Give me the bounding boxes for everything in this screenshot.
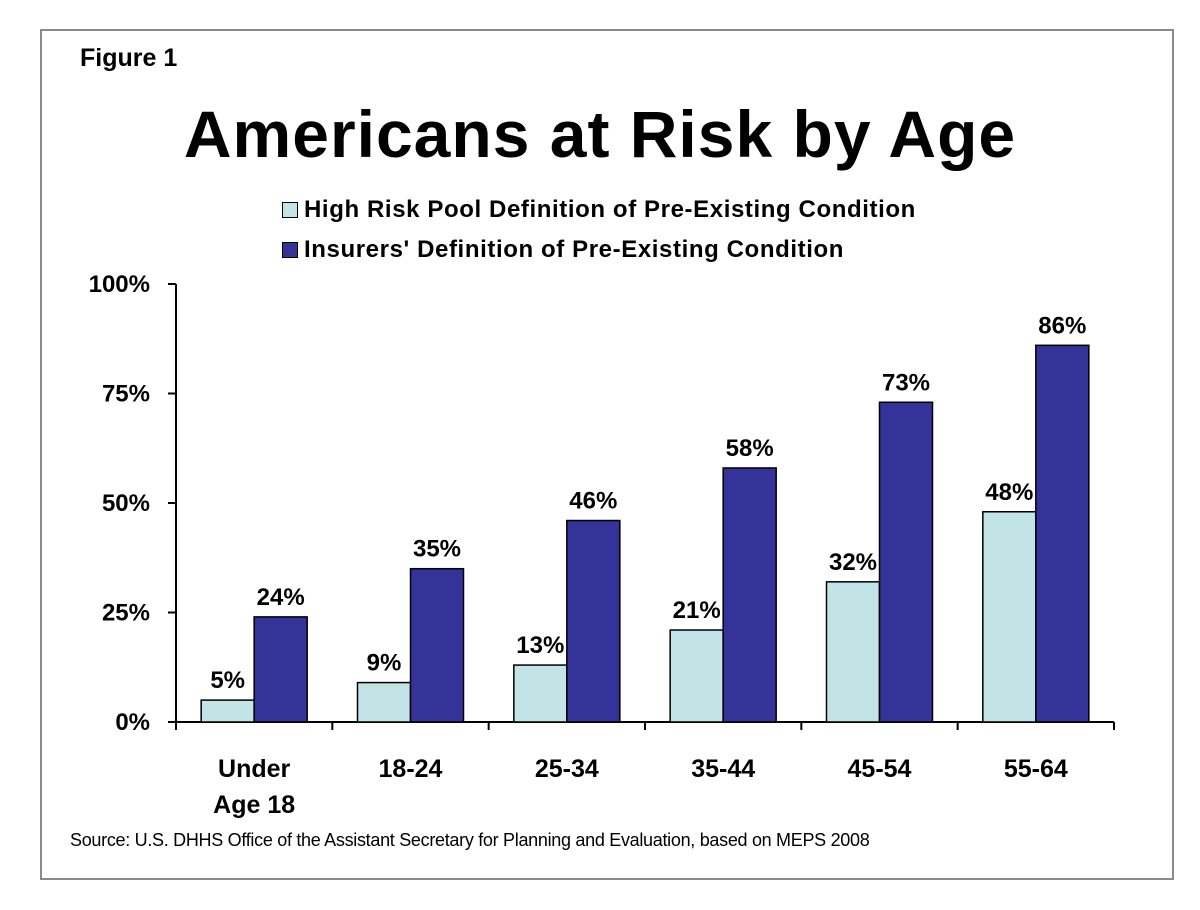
legend-label-high-risk-pool: High Risk Pool Definition of Pre-Existin… xyxy=(304,196,916,223)
data-label-high-risk-pool: 48% xyxy=(985,479,1033,506)
chart-frame xyxy=(40,29,1174,880)
x-tick-label: 35-44 xyxy=(691,755,755,783)
bar-high-risk-pool xyxy=(982,511,1037,723)
x-tick-label: 25-34 xyxy=(535,755,599,783)
legend-item-high-risk-pool: High Risk Pool Definition of Pre-Existin… xyxy=(282,190,916,230)
bar-high-risk-pool xyxy=(356,681,412,723)
figure-label: Figure 1 xyxy=(80,44,178,72)
y-tick-label: 100% xyxy=(89,271,150,298)
bar-insurers xyxy=(722,467,777,723)
data-label-insurers: 73% xyxy=(882,369,930,396)
bar-insurers xyxy=(1035,344,1090,723)
legend-label-insurers: Insurers' Definition of Pre-Existing Con… xyxy=(304,236,844,263)
x-tick-label: 45-54 xyxy=(848,755,912,783)
y-tick-label: 0% xyxy=(115,709,150,736)
bar-high-risk-pool xyxy=(200,699,255,723)
data-label-high-risk-pool: 21% xyxy=(673,597,721,624)
data-label-insurers: 24% xyxy=(257,584,305,611)
y-tick-label: 25% xyxy=(102,600,150,627)
bar-insurers xyxy=(566,519,621,723)
data-label-high-risk-pool: 13% xyxy=(516,632,564,659)
bar-insurers xyxy=(409,567,465,723)
x-tick-label: Under xyxy=(218,755,291,783)
chart-title: Americans at Risk by Age xyxy=(183,97,1017,171)
data-label-insurers: 86% xyxy=(1038,312,1086,339)
legend-swatch-high-risk-pool xyxy=(282,202,298,218)
data-label-insurers: 35% xyxy=(413,536,461,563)
x-tick-label: 55-64 xyxy=(1004,755,1068,783)
data-label-insurers: 58% xyxy=(726,435,774,462)
bar-insurers xyxy=(878,401,934,723)
x-tick-label: Age 18 xyxy=(213,791,295,819)
y-tick-label: 75% xyxy=(102,381,150,408)
bar-insurers xyxy=(253,616,308,723)
data-label-high-risk-pool: 32% xyxy=(829,549,877,576)
legend: High Risk Pool Definition of Pre-Existin… xyxy=(282,190,916,270)
bar-high-risk-pool xyxy=(669,629,724,723)
bar-high-risk-pool xyxy=(825,581,881,723)
data-label-high-risk-pool: 9% xyxy=(367,650,402,677)
source-note: Source: U.S. DHHS Office of the Assistan… xyxy=(70,830,870,850)
data-label-insurers: 46% xyxy=(569,488,617,515)
data-label-high-risk-pool: 5% xyxy=(210,667,245,694)
x-tick-label: 18-24 xyxy=(379,755,443,783)
legend-item-insurers: Insurers' Definition of Pre-Existing Con… xyxy=(282,230,916,270)
y-tick-label: 50% xyxy=(102,490,150,517)
bar-high-risk-pool xyxy=(513,664,568,723)
legend-swatch-insurers xyxy=(282,242,298,258)
